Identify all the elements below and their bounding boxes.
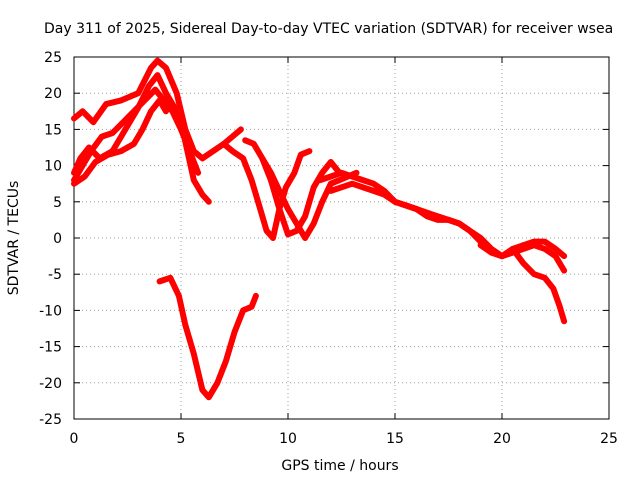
y-tick-label: 20	[44, 86, 62, 102]
series-arc-6	[220, 140, 313, 241]
y-tick-label: -25	[39, 412, 62, 428]
x-axis-tick-labels: 0 5 10 15 20 25	[70, 431, 618, 447]
y-tick-label: -15	[39, 340, 62, 356]
x-tick-label: 0	[70, 431, 79, 447]
series-arc-5	[156, 274, 259, 401]
series-arc-4	[71, 97, 169, 187]
chart-title: Day 311 of 2025, Sidereal Day-to-day VTE…	[44, 21, 613, 37]
y-tick-label: -20	[39, 376, 62, 392]
data-series	[71, 57, 568, 401]
x-tick-label: 5	[177, 431, 186, 447]
series-arc-10	[327, 180, 527, 260]
y-tick-label: 5	[53, 195, 62, 211]
x-tick-label: 10	[279, 431, 297, 447]
series-arc-2	[71, 72, 212, 205]
axis-ticks	[73, 56, 610, 420]
series-arc-13	[509, 245, 568, 325]
series-arc-3	[71, 86, 202, 184]
x-axis-label: GPS time / hours	[281, 458, 398, 474]
y-axis-label: SDTVAR / TECUs	[6, 181, 22, 296]
x-tick-label: 20	[493, 431, 511, 447]
y-tick-label: -10	[39, 303, 62, 319]
series-arc-8	[259, 155, 360, 241]
y-tick-label: 25	[44, 50, 62, 66]
y-tick-label: 10	[44, 159, 62, 175]
series-arc-1	[71, 57, 244, 162]
series-arc-11	[477, 238, 568, 260]
y-tick-label: 15	[44, 122, 62, 138]
x-tick-label: 25	[600, 431, 618, 447]
y-axis-tick-labels: -25 -20 -15 -10 -5 0 5 10 15 20 25	[39, 50, 62, 428]
y-tick-label: 0	[53, 231, 62, 247]
x-tick-label: 15	[386, 431, 404, 447]
y-tick-label: -5	[48, 267, 62, 283]
